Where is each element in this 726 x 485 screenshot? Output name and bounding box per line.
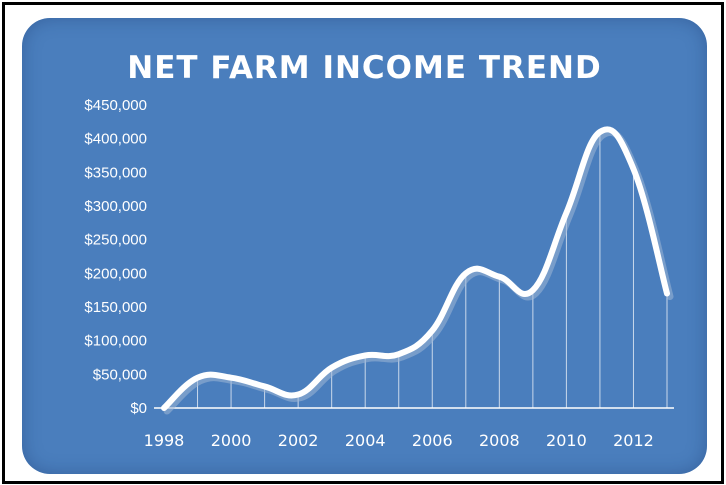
x-tick-label: 2002: [278, 431, 319, 450]
series-line-shadow: [163, 128, 674, 415]
y-tick-label: $0: [130, 400, 147, 417]
x-axis-ticks: 1998 2000 2002 2004 2006 2008 2010 2012: [144, 431, 654, 450]
x-tick-label: 2004: [345, 431, 386, 450]
x-tick-label: 2006: [412, 431, 453, 450]
drop-lines: [197, 131, 668, 408]
x-tick-label: 2010: [546, 431, 587, 450]
x-tick-label: 2012: [613, 431, 654, 450]
y-tick-label: $150,000: [84, 299, 147, 316]
y-tick-label: $400,000: [84, 131, 147, 148]
y-tick-label: $450,000: [84, 97, 147, 114]
y-tick-label: $350,000: [84, 164, 147, 181]
series-line: [161, 126, 670, 411]
x-tick-label: 1998: [144, 431, 185, 450]
y-tick-label: $300,000: [84, 198, 147, 215]
y-axis-ticks: $0 $50,000 $100,000 $150,000 $200,000 $250,00…: [84, 97, 147, 417]
chart-panel: NET FARM INCOME TREND $0 $50,000 $100,000 $…: [22, 18, 707, 474]
y-tick-label: $100,000: [84, 333, 147, 350]
line-chart: $0 $50,000 $100,000 $150,000 $200,000 $250,00…: [84, 97, 674, 450]
y-tick-label: $200,000: [84, 265, 147, 282]
x-tick-label: 2008: [479, 431, 520, 450]
x-tick-label: 2000: [211, 431, 252, 450]
y-tick-label: $250,000: [84, 232, 147, 249]
y-tick-label: $50,000: [93, 366, 147, 383]
chart-title: NET FARM INCOME TREND: [127, 50, 602, 86]
